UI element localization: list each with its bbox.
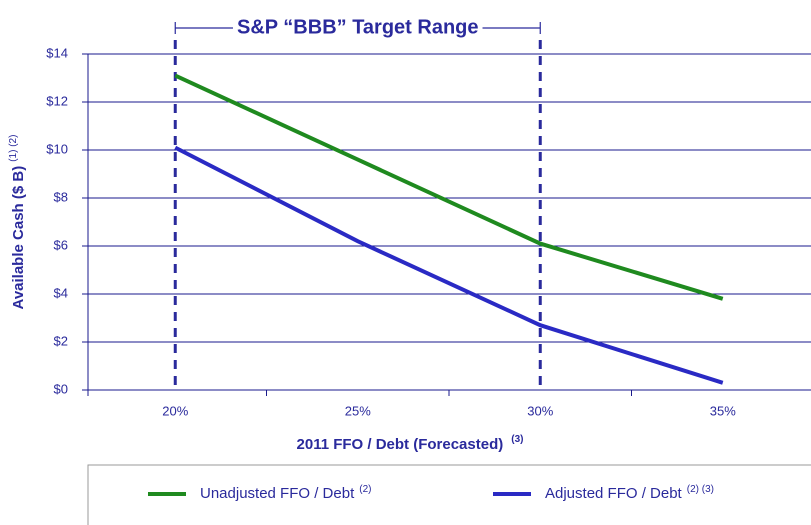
- series-line: [174, 145, 724, 385]
- y-tick-label: $12: [46, 93, 68, 108]
- y-tick-label: $14: [46, 45, 68, 60]
- legend-note: (2) (3): [687, 484, 714, 495]
- y-tick-label: $10: [46, 141, 68, 156]
- x-tick-label: 35%: [710, 403, 736, 418]
- legend-label: Adjusted FFO / Debt (2) (3): [545, 484, 714, 502]
- x-label-note: (3): [511, 434, 523, 445]
- x-axis-label: 2011 FFO / Debt (Forecasted) (3): [297, 434, 524, 453]
- y-tick-label: $4: [54, 285, 68, 300]
- x-label-text: 2011 FFO / Debt (Forecasted): [297, 436, 504, 453]
- x-tick-label: 20%: [162, 403, 188, 418]
- legend-box: [87, 464, 811, 525]
- y-axis-label: Available Cash ($ B) (1) (2): [8, 135, 27, 310]
- legend-label: Unadjusted FFO / Debt (2): [200, 484, 371, 502]
- legend-note: (2): [359, 484, 371, 495]
- y-tick-label: $2: [54, 333, 68, 348]
- y-tick-label: $8: [54, 189, 68, 204]
- y-label-note: (1) (2): [8, 135, 19, 162]
- y-tick-label: $6: [54, 237, 68, 252]
- chart-title: S&P “BBB” Target Range: [237, 16, 479, 38]
- y-tick-label: $0: [54, 381, 68, 396]
- y-label-text: Available Cash ($ B): [10, 166, 27, 310]
- legend-name: Unadjusted FFO / Debt: [200, 485, 355, 502]
- legend-name: Adjusted FFO / Debt: [545, 485, 683, 502]
- x-tick-label: 25%: [345, 403, 371, 418]
- series-line: [174, 73, 724, 301]
- x-tick-label: 30%: [527, 403, 553, 418]
